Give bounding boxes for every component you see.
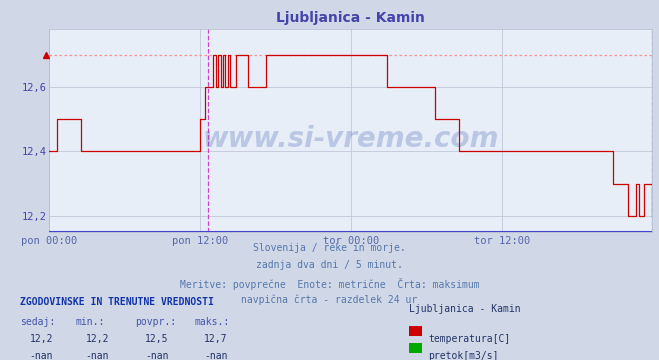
Text: maks.:: maks.: bbox=[194, 317, 229, 327]
Title: Ljubljanica - Kamin: Ljubljanica - Kamin bbox=[277, 11, 425, 25]
Text: ZGODOVINSKE IN TRENUTNE VREDNOSTI: ZGODOVINSKE IN TRENUTNE VREDNOSTI bbox=[20, 297, 214, 307]
Text: -nan: -nan bbox=[204, 351, 228, 360]
Text: -nan: -nan bbox=[145, 351, 169, 360]
Text: Ljubljanica - Kamin: Ljubljanica - Kamin bbox=[409, 304, 520, 314]
Text: navpična črta - razdelek 24 ur: navpična črta - razdelek 24 ur bbox=[241, 295, 418, 305]
Text: 12,5: 12,5 bbox=[145, 334, 169, 344]
Text: Meritve: povprečne  Enote: metrične  Črta: maksimum: Meritve: povprečne Enote: metrične Črta:… bbox=[180, 278, 479, 289]
Text: povpr.:: povpr.: bbox=[135, 317, 176, 327]
Text: zadnja dva dni / 5 minut.: zadnja dva dni / 5 minut. bbox=[256, 260, 403, 270]
Text: -nan: -nan bbox=[86, 351, 109, 360]
Text: 12,2: 12,2 bbox=[30, 334, 53, 344]
Text: Slovenija / reke in morje.: Slovenija / reke in morje. bbox=[253, 243, 406, 253]
Text: 12,2: 12,2 bbox=[86, 334, 109, 344]
Text: temperatura[C]: temperatura[C] bbox=[428, 334, 511, 344]
Text: pretok[m3/s]: pretok[m3/s] bbox=[428, 351, 499, 360]
Text: -nan: -nan bbox=[30, 351, 53, 360]
Text: min.:: min.: bbox=[76, 317, 105, 327]
Text: 12,7: 12,7 bbox=[204, 334, 228, 344]
Text: sedaj:: sedaj: bbox=[20, 317, 55, 327]
Text: www.si-vreme.com: www.si-vreme.com bbox=[203, 125, 499, 153]
